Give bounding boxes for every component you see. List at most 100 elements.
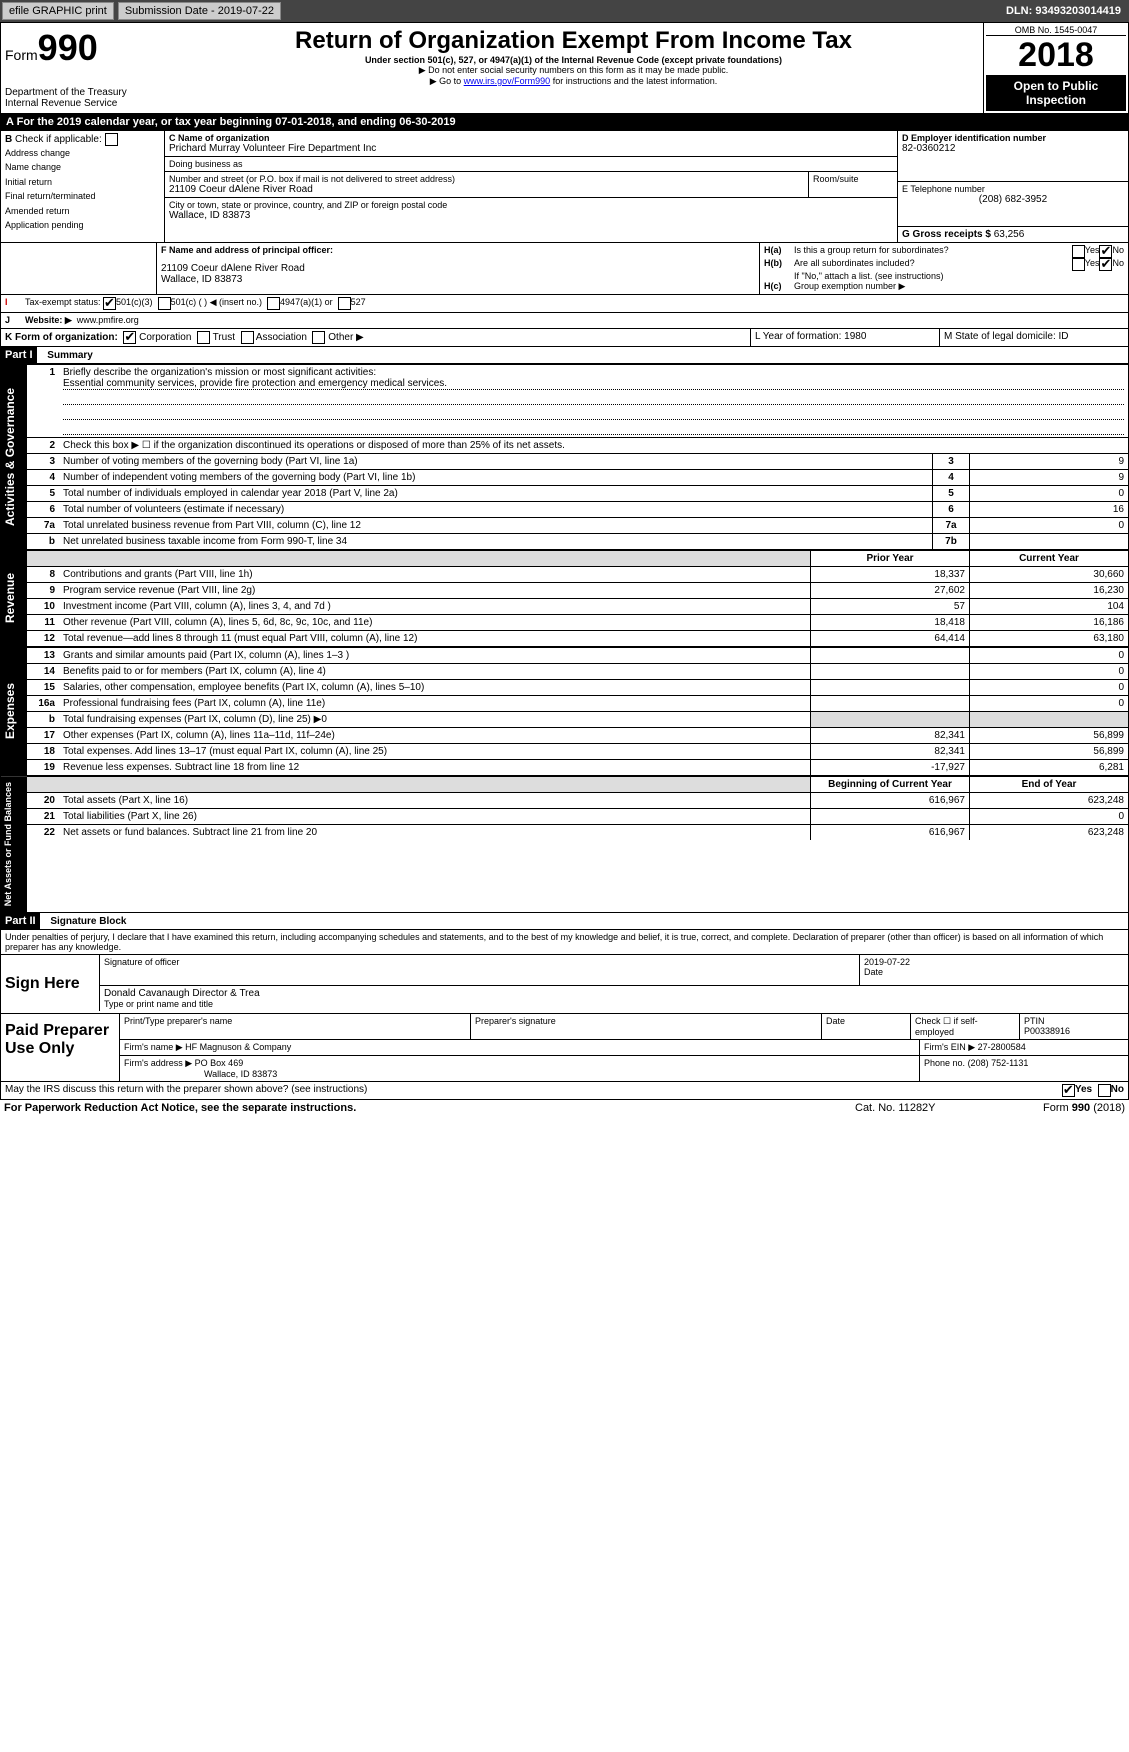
- line7a-value: 0: [970, 518, 1129, 534]
- submission-date-button[interactable]: Submission Date - 2019-07-22: [118, 2, 281, 20]
- chk-address-change[interactable]: Address change: [5, 146, 160, 160]
- prior-year-head: Prior Year: [811, 551, 970, 567]
- line5-label: Total number of individuals employed in …: [59, 486, 933, 502]
- tax-year: 2018: [986, 36, 1126, 75]
- efile-button[interactable]: efile GRAPHIC print: [2, 2, 114, 20]
- line17-prior: 82,341: [811, 728, 970, 744]
- firm-phone-value: (208) 752-1131: [968, 1058, 1029, 1068]
- line11-current: 16,186: [970, 615, 1129, 631]
- line19-current: 6,281: [970, 760, 1129, 776]
- firm-addr2: Wallace, ID 83873: [204, 1069, 277, 1079]
- form-subtitle-2: ▶ Do not enter social security numbers o…: [168, 65, 979, 76]
- footer: For Paperwork Reduction Act Notice, see …: [0, 1100, 1129, 1116]
- chk-association[interactable]: [241, 331, 254, 344]
- line18-current: 56,899: [970, 744, 1129, 760]
- line-i: ITax-exempt status: 501(c)(3) 501(c) ( )…: [0, 295, 1129, 313]
- line4-label: Number of independent voting members of …: [59, 470, 933, 486]
- firm-name-value: HF Magnuson & Company: [185, 1042, 291, 1052]
- part2-header: Part II Signature Block: [0, 913, 1129, 929]
- line10-label: Investment income (Part VIII, column (A)…: [59, 599, 811, 615]
- line-klm: K Form of organization: Corporation Trus…: [0, 329, 1129, 347]
- line3-label: Number of voting members of the governin…: [59, 454, 933, 470]
- preparer-sig-label: Preparer's signature: [470, 1014, 821, 1039]
- hc-label: Group exemption number ▶: [794, 281, 905, 292]
- irs-link[interactable]: www.irs.gov/Form990: [464, 76, 551, 86]
- l-label: L Year of formation: 1980: [750, 329, 939, 346]
- chk-corporation[interactable]: [123, 331, 136, 344]
- line-a: A For the 2019 calendar year, or tax yea…: [0, 114, 1129, 130]
- irs-label: Internal Revenue Service: [5, 98, 160, 109]
- chk-527[interactable]: [338, 297, 351, 310]
- form-number: Form990: [5, 27, 160, 69]
- line19-prior: -17,927: [811, 760, 970, 776]
- chk-initial-return[interactable]: Initial return: [5, 175, 160, 189]
- line11-prior: 18,418: [811, 615, 970, 631]
- chk-may-no[interactable]: [1098, 1084, 1111, 1097]
- firm-addr1: PO Box 469: [195, 1058, 244, 1068]
- section-fh: F Name and address of principal officer:…: [0, 243, 1129, 295]
- chk-501c3[interactable]: [103, 297, 116, 310]
- e-label: E Telephone number: [902, 184, 1124, 194]
- line14-label: Benefits paid to or for members (Part IX…: [59, 664, 811, 680]
- perjury-declaration: Under penalties of perjury, I declare th…: [0, 929, 1129, 955]
- chk-application-pending[interactable]: Application pending: [5, 218, 160, 232]
- revenue-section: Revenue Prior YearCurrent Year 8Contribu…: [0, 549, 1129, 647]
- officer-addr1: 21109 Coeur dAlene River Road: [161, 263, 755, 274]
- line16b-label: Total fundraising expenses (Part IX, col…: [59, 712, 811, 728]
- preparer-name-label: Print/Type preparer's name: [120, 1014, 470, 1039]
- form-header: Form990 Department of the Treasury Inter…: [0, 22, 1129, 114]
- chk-501c[interactable]: [158, 297, 171, 310]
- c-label: C Name of organization: [169, 133, 893, 143]
- ptin-value: P00338916: [1024, 1026, 1070, 1036]
- line6-value: 16: [970, 502, 1129, 518]
- line17-label: Other expenses (Part IX, column (A), lin…: [59, 728, 811, 744]
- chk-final-return[interactable]: Final return/terminated: [5, 189, 160, 203]
- line-j: JWebsite: ▶ www.pmfire.org: [0, 313, 1129, 329]
- form-subtitle-1: Under section 501(c), 527, or 4947(a)(1)…: [168, 55, 979, 65]
- chk-other[interactable]: [312, 331, 325, 344]
- sign-date-label: Date: [864, 967, 883, 977]
- line7b-value: [970, 534, 1129, 550]
- part1-header: Part I Summary: [0, 347, 1129, 364]
- line20-label: Total assets (Part X, line 16): [59, 793, 811, 809]
- firm-phone-label: Phone no.: [924, 1058, 965, 1068]
- d-label: D Employer identification number: [902, 133, 1124, 143]
- dba-label: Doing business as: [165, 157, 897, 172]
- line14-current: 0: [970, 664, 1129, 680]
- line9-label: Program service revenue (Part VIII, line…: [59, 583, 811, 599]
- j-label: Website: ▶: [25, 315, 72, 326]
- line12-current: 63,180: [970, 631, 1129, 647]
- tab-revenue: Revenue: [1, 550, 27, 646]
- k-label: K Form of organization:: [5, 332, 118, 343]
- line6-label: Total number of volunteers (estimate if …: [59, 502, 933, 518]
- chk-trust[interactable]: [197, 331, 210, 344]
- expenses-section: Expenses 13Grants and similar amounts pa…: [0, 647, 1129, 776]
- tab-expenses: Expenses: [1, 647, 27, 775]
- line12-label: Total revenue—add lines 8 through 11 (mu…: [59, 631, 811, 647]
- officer-name-label: Type or print name and title: [104, 999, 1124, 1009]
- line5-value: 0: [970, 486, 1129, 502]
- end-year-head: End of Year: [970, 777, 1129, 793]
- line21-label: Total liabilities (Part X, line 26): [59, 809, 811, 825]
- sign-here-section: Sign Here Signature of officer 2019-07-2…: [0, 955, 1129, 1014]
- line18-prior: 82,341: [811, 744, 970, 760]
- firm-ein-label: Firm's EIN ▶: [924, 1042, 975, 1052]
- line8-current: 30,660: [970, 567, 1129, 583]
- line18-label: Total expenses. Add lines 13–17 (must eq…: [59, 744, 811, 760]
- org-city: Wallace, ID 83873: [169, 210, 893, 221]
- begin-year-head: Beginning of Current Year: [811, 777, 970, 793]
- line7b-label: Net unrelated business taxable income fr…: [59, 534, 933, 550]
- line4-value: 9: [970, 470, 1129, 486]
- form-title: Return of Organization Exempt From Incom…: [168, 27, 979, 55]
- chk-name-change[interactable]: Name change: [5, 160, 160, 174]
- line17-current: 56,899: [970, 728, 1129, 744]
- chk-may-yes[interactable]: [1062, 1084, 1075, 1097]
- chk-amended-return[interactable]: Amended return: [5, 204, 160, 218]
- chk-4947[interactable]: [267, 297, 280, 310]
- line19-label: Revenue less expenses. Subtract line 18 …: [59, 760, 811, 776]
- open-public-label: Open to Public Inspection: [986, 75, 1126, 111]
- ha-label: Is this a group return for subordinates?: [794, 245, 1072, 258]
- paid-preparer-label: Paid Preparer Use Only: [1, 1014, 119, 1081]
- hb-label: Are all subordinates included?: [794, 258, 1072, 271]
- sign-here-label: Sign Here: [1, 955, 99, 1013]
